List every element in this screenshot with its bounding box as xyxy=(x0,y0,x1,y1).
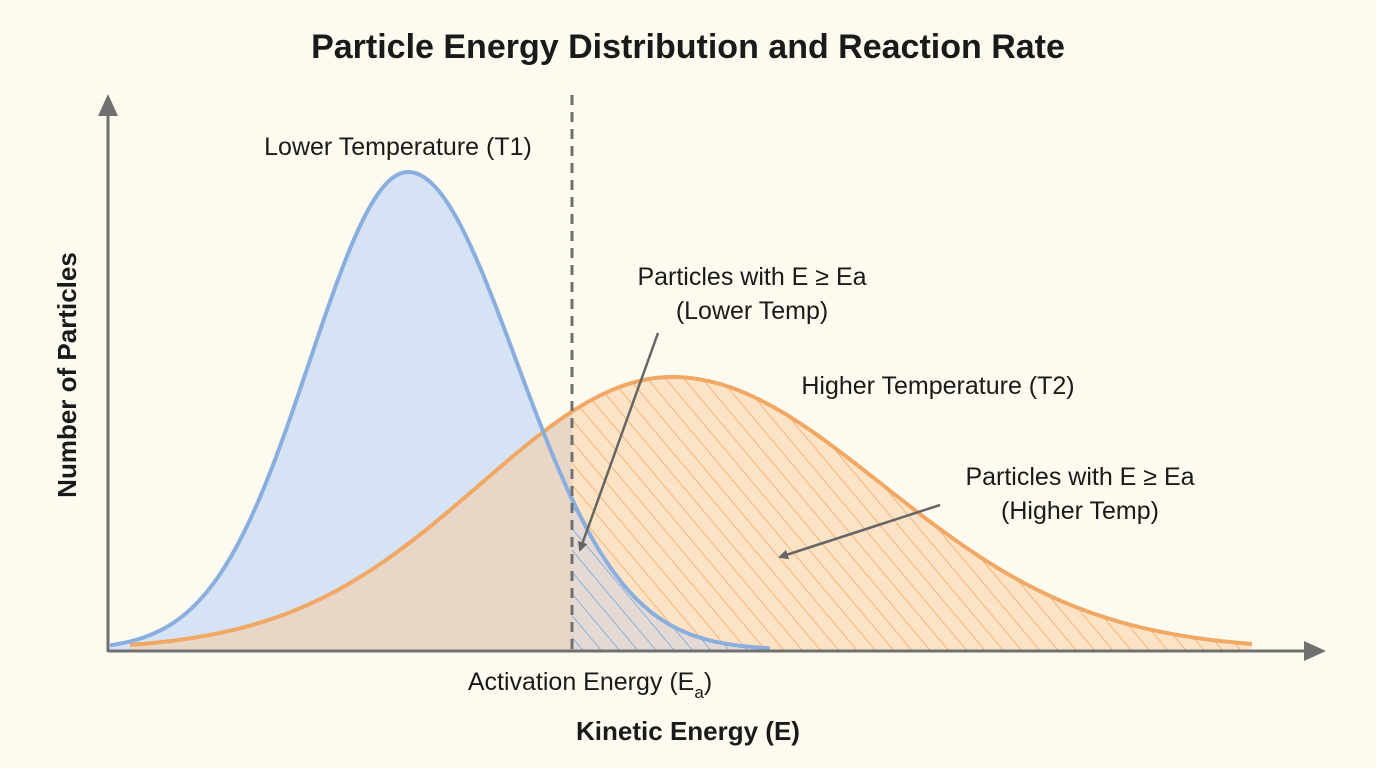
lower-annotation-line1: Particles with E ≥ Ea xyxy=(637,263,866,291)
higher-annotation-arrow xyxy=(778,503,941,560)
lower-annotation-line2: (Lower Temp) xyxy=(676,297,828,325)
lower-temp-label: Lower Temperature (T1) xyxy=(264,133,532,161)
higher-annotation-line2: (Higher Temp) xyxy=(1001,497,1159,525)
higher-annotation-line1: Particles with E ≥ Ea xyxy=(965,463,1194,491)
higher-temp-label: Higher Temperature (T2) xyxy=(801,372,1074,400)
higher-temp-curve xyxy=(129,375,1253,647)
y-axis-label: Number of Particles xyxy=(52,252,82,498)
x-axis-arrow-icon xyxy=(1304,641,1326,661)
lower-temp-curve xyxy=(109,169,771,651)
lower-annotation-arrow xyxy=(578,332,660,552)
activation-energy-label: Activation Energy (Ea) xyxy=(468,668,712,702)
higher-temp-area-below-ea xyxy=(130,411,572,650)
y-axis-arrow-icon xyxy=(98,94,118,116)
x-axis-label: Kinetic Energy (E) xyxy=(576,716,800,746)
lower-temp-hatch xyxy=(572,499,770,650)
chart-title: Particle Energy Distribution and Reactio… xyxy=(311,28,1065,66)
